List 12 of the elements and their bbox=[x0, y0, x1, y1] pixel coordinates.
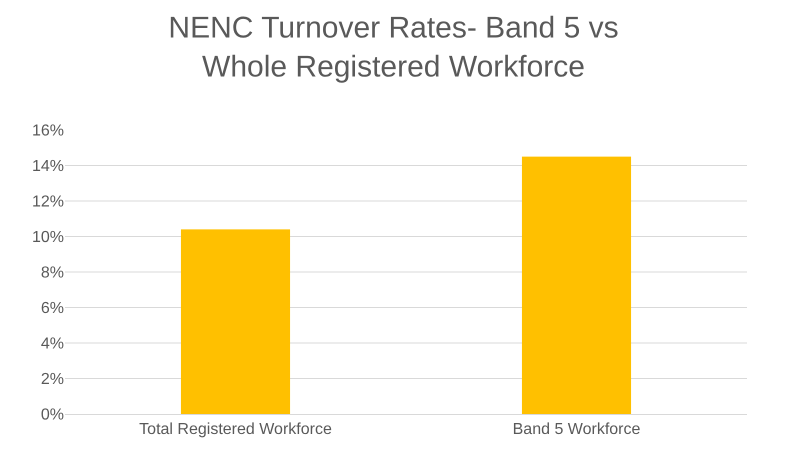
chart-title: NENC Turnover Rates- Band 5 vs Whole Registered Workforce bbox=[168, 12, 619, 84]
y-tick-label: 6% bbox=[40, 300, 64, 318]
y-tick-label: 4% bbox=[40, 336, 64, 353]
y-tick-label: 10% bbox=[32, 229, 64, 246]
y-tick-label: 0% bbox=[40, 406, 64, 424]
x-tick-label: Total Registered Workforce bbox=[139, 421, 332, 438]
x-tick-label: Band 5 Workforce bbox=[512, 421, 640, 438]
y-tick-label: 16% bbox=[32, 122, 64, 140]
y-tick-label: 14% bbox=[32, 158, 64, 176]
y-tick-label: 2% bbox=[40, 371, 64, 388]
y-tick-label: 12% bbox=[32, 194, 64, 211]
y-tick-label: 8% bbox=[40, 264, 64, 282]
